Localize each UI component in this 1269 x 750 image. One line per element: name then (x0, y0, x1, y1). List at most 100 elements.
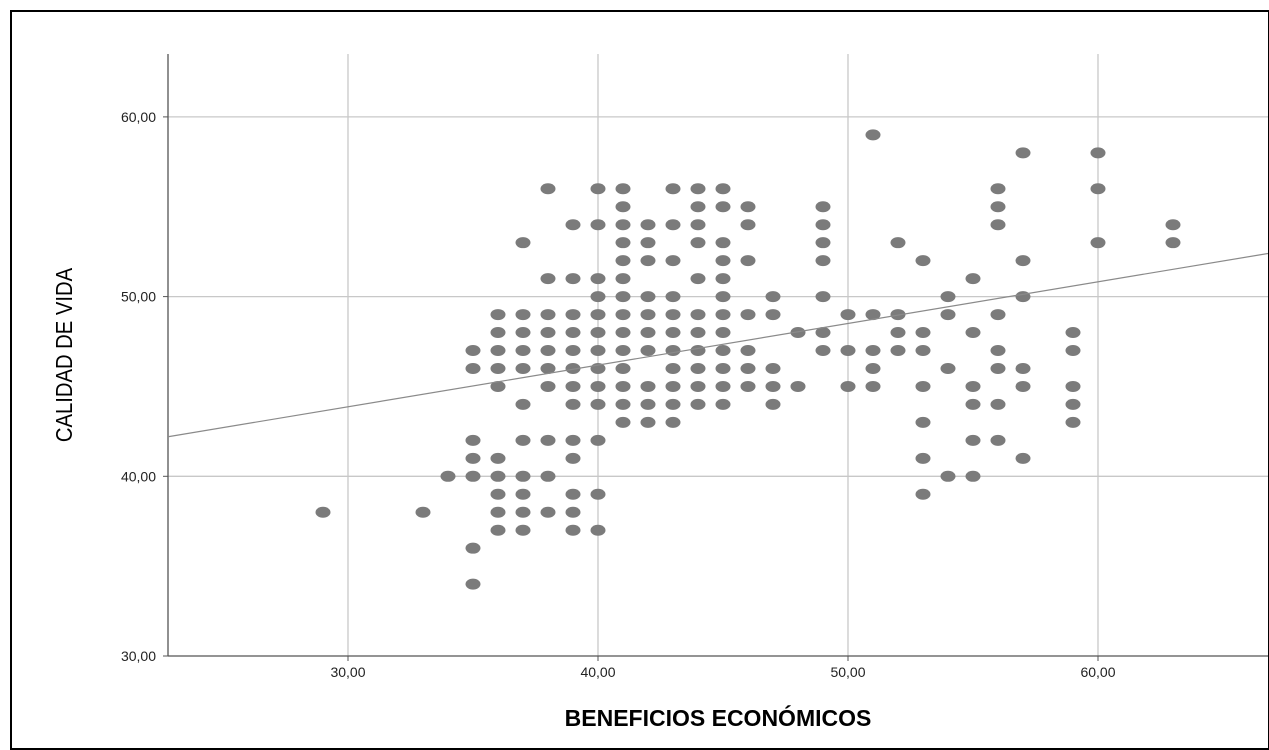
data-point (565, 273, 581, 285)
data-point (540, 506, 556, 518)
data-point (540, 470, 556, 482)
data-point (515, 345, 531, 357)
data-point (890, 345, 906, 357)
data-point (715, 183, 731, 195)
data-point (615, 201, 631, 213)
data-point (540, 380, 556, 392)
y-tick-label: 60,00 (121, 109, 156, 125)
data-point (540, 327, 556, 339)
data-point (515, 524, 531, 536)
data-point (740, 201, 756, 213)
data-point (615, 327, 631, 339)
data-point (615, 237, 631, 249)
data-point (665, 416, 681, 428)
data-point (1015, 380, 1031, 392)
data-point (690, 327, 706, 339)
data-point (565, 309, 581, 321)
data-point (565, 219, 581, 231)
data-point (765, 362, 781, 374)
data-point (965, 327, 981, 339)
data-point (740, 380, 756, 392)
data-point (640, 345, 656, 357)
data-point (640, 255, 656, 267)
data-point (690, 398, 706, 410)
data-point (640, 219, 656, 231)
data-point (565, 488, 581, 500)
data-point (715, 255, 731, 267)
data-point (465, 470, 481, 482)
data-point (690, 380, 706, 392)
data-point (815, 255, 831, 267)
data-point (515, 506, 531, 518)
data-point (990, 219, 1006, 231)
chart-frame: 30,00 40,00 50,00 60,00 30,00 40,00 50,00 60,00… (10, 10, 1269, 750)
data-point (515, 327, 531, 339)
data-point (915, 255, 931, 267)
data-point (540, 309, 556, 321)
data-point (415, 506, 431, 518)
data-point (615, 362, 631, 374)
data-point (465, 345, 481, 357)
data-point (840, 380, 856, 392)
data-point (690, 237, 706, 249)
data-point (590, 183, 606, 195)
data-point (690, 309, 706, 321)
data-points (315, 129, 1181, 590)
data-point (640, 416, 656, 428)
data-point (965, 398, 981, 410)
data-point (565, 506, 581, 518)
data-point (690, 345, 706, 357)
data-point (640, 237, 656, 249)
data-point (815, 201, 831, 213)
data-point (565, 327, 581, 339)
data-point (1065, 327, 1081, 339)
fit-line (167, 252, 1268, 438)
data-point (465, 362, 481, 374)
data-point (515, 309, 531, 321)
y-axis-title: CALIDAD DE VIDA (51, 267, 78, 442)
data-point (1165, 237, 1181, 249)
axes (163, 54, 1268, 661)
data-point (940, 309, 956, 321)
data-point (990, 183, 1006, 195)
data-point (865, 380, 881, 392)
data-point (715, 345, 731, 357)
data-point (1090, 183, 1106, 195)
data-point (740, 255, 756, 267)
y-tick-label: 40,00 (121, 468, 156, 484)
data-point (740, 362, 756, 374)
data-point (1065, 416, 1081, 428)
data-point (490, 380, 506, 392)
data-point (565, 524, 581, 536)
data-point (940, 470, 956, 482)
data-point (615, 398, 631, 410)
data-point (790, 380, 806, 392)
data-point (465, 452, 481, 464)
data-point (615, 255, 631, 267)
data-point (690, 219, 706, 231)
data-point (840, 345, 856, 357)
data-point (965, 470, 981, 482)
data-point (565, 434, 581, 446)
data-point (1165, 219, 1181, 231)
data-point (665, 380, 681, 392)
data-point (965, 434, 981, 446)
data-point (590, 398, 606, 410)
data-point (765, 291, 781, 303)
data-point (715, 291, 731, 303)
data-point (815, 291, 831, 303)
data-point (990, 434, 1006, 446)
data-point (590, 309, 606, 321)
data-point (490, 362, 506, 374)
tick-labels: 30,00 40,00 50,00 60,00 30,00 40,00 50,00 60,00 (121, 109, 1116, 680)
data-point (640, 327, 656, 339)
data-point (1015, 362, 1031, 374)
x-tick-label: 50,00 (830, 664, 865, 680)
fit-line-layer (167, 252, 1268, 438)
data-point (915, 345, 931, 357)
data-point (990, 201, 1006, 213)
data-point (490, 309, 506, 321)
data-point (1065, 398, 1081, 410)
data-point (890, 327, 906, 339)
data-point (690, 201, 706, 213)
